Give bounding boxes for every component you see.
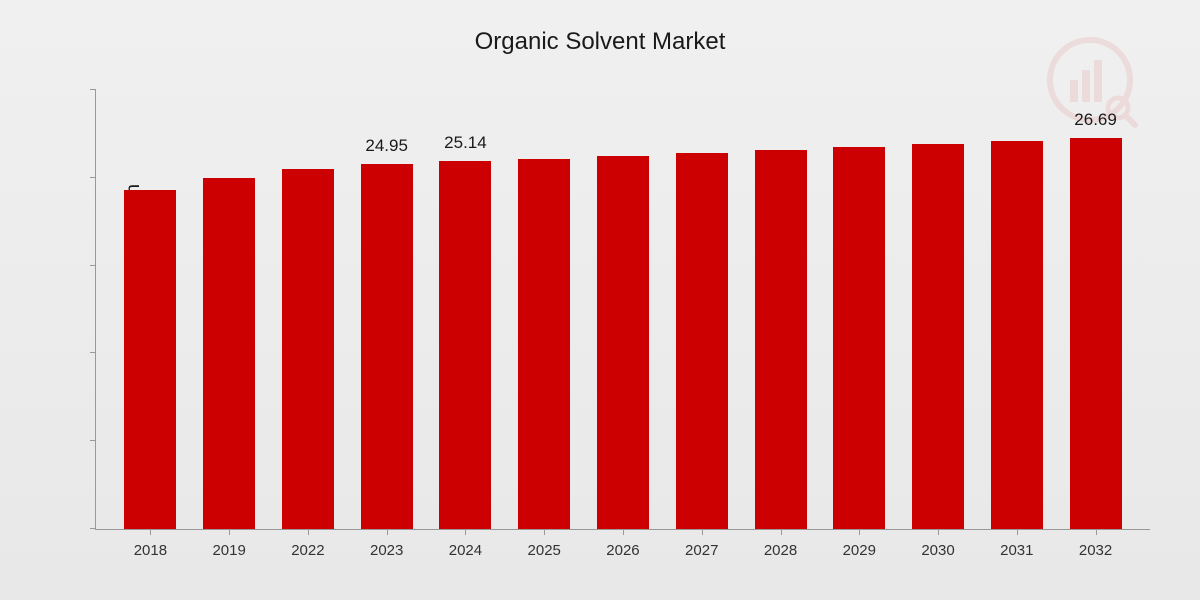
x-axis-tick — [387, 529, 388, 535]
x-axis-tick — [938, 529, 939, 535]
x-axis-tick — [465, 529, 466, 535]
bar-value-label: 26.69 — [1074, 110, 1117, 130]
x-axis-label: 2032 — [1056, 542, 1135, 559]
x-axis-tick — [781, 529, 782, 535]
bar — [755, 150, 807, 529]
x-axis-label: 2024 — [426, 542, 505, 559]
bars-wrapper: 24.95 25.14 26.69 — [96, 90, 1150, 529]
bar-group: 24.95 — [347, 90, 426, 529]
bar-value-label: 24.95 — [365, 136, 408, 156]
bar-group — [111, 90, 190, 529]
bar — [203, 178, 255, 529]
x-axis-label: 2018 — [111, 542, 190, 559]
bar — [676, 153, 728, 529]
x-axis-label: 2030 — [899, 542, 978, 559]
x-axis-label: 2028 — [741, 542, 820, 559]
x-axis-tick — [544, 529, 545, 535]
x-axis-label: 2031 — [977, 542, 1056, 559]
bar — [833, 147, 885, 529]
bar-group — [190, 90, 269, 529]
x-axis-label: 2026 — [584, 542, 663, 559]
x-axis-tick — [229, 529, 230, 535]
bar — [282, 169, 334, 529]
x-axis-tick — [1096, 529, 1097, 535]
x-axis-tick — [623, 529, 624, 535]
bar-group: 25.14 — [426, 90, 505, 529]
bar-group — [505, 90, 584, 529]
bar — [991, 141, 1043, 529]
bar — [439, 161, 491, 529]
bar — [597, 156, 649, 529]
bar — [912, 144, 964, 529]
bar — [124, 190, 176, 529]
bar-group — [899, 90, 978, 529]
x-axis-label: 2019 — [190, 542, 269, 559]
bar-group — [269, 90, 348, 529]
bar — [361, 164, 413, 529]
chart-container: 24.9525.1426.69 201820192022202320242025… — [95, 90, 1150, 530]
x-axis-label: 2029 — [820, 542, 899, 559]
bar-group — [977, 90, 1056, 529]
bar-group — [820, 90, 899, 529]
x-axis-tick — [308, 529, 309, 535]
x-axis-labels: 2018201920222023202420252026202720282029… — [96, 542, 1150, 559]
bar-group — [584, 90, 663, 529]
x-axis-tick — [150, 529, 151, 535]
bar-group — [741, 90, 820, 529]
bar-group — [662, 90, 741, 529]
x-axis-label: 2025 — [505, 542, 584, 559]
bar — [1070, 138, 1122, 529]
bar — [518, 159, 570, 529]
x-axis-label: 2022 — [269, 542, 348, 559]
x-axis-tick — [702, 529, 703, 535]
x-axis-label: 2023 — [347, 542, 426, 559]
x-axis-label: 2027 — [662, 542, 741, 559]
bar-value-label: 25.14 — [444, 133, 487, 153]
plot-area: 24.9525.1426.69 201820192022202320242025… — [95, 90, 1150, 530]
x-axis-tick — [859, 529, 860, 535]
chart-title: Organic Solvent Market — [0, 0, 1200, 66]
x-axis-tick — [1017, 529, 1018, 535]
bar-group: 26.69 — [1056, 90, 1135, 529]
